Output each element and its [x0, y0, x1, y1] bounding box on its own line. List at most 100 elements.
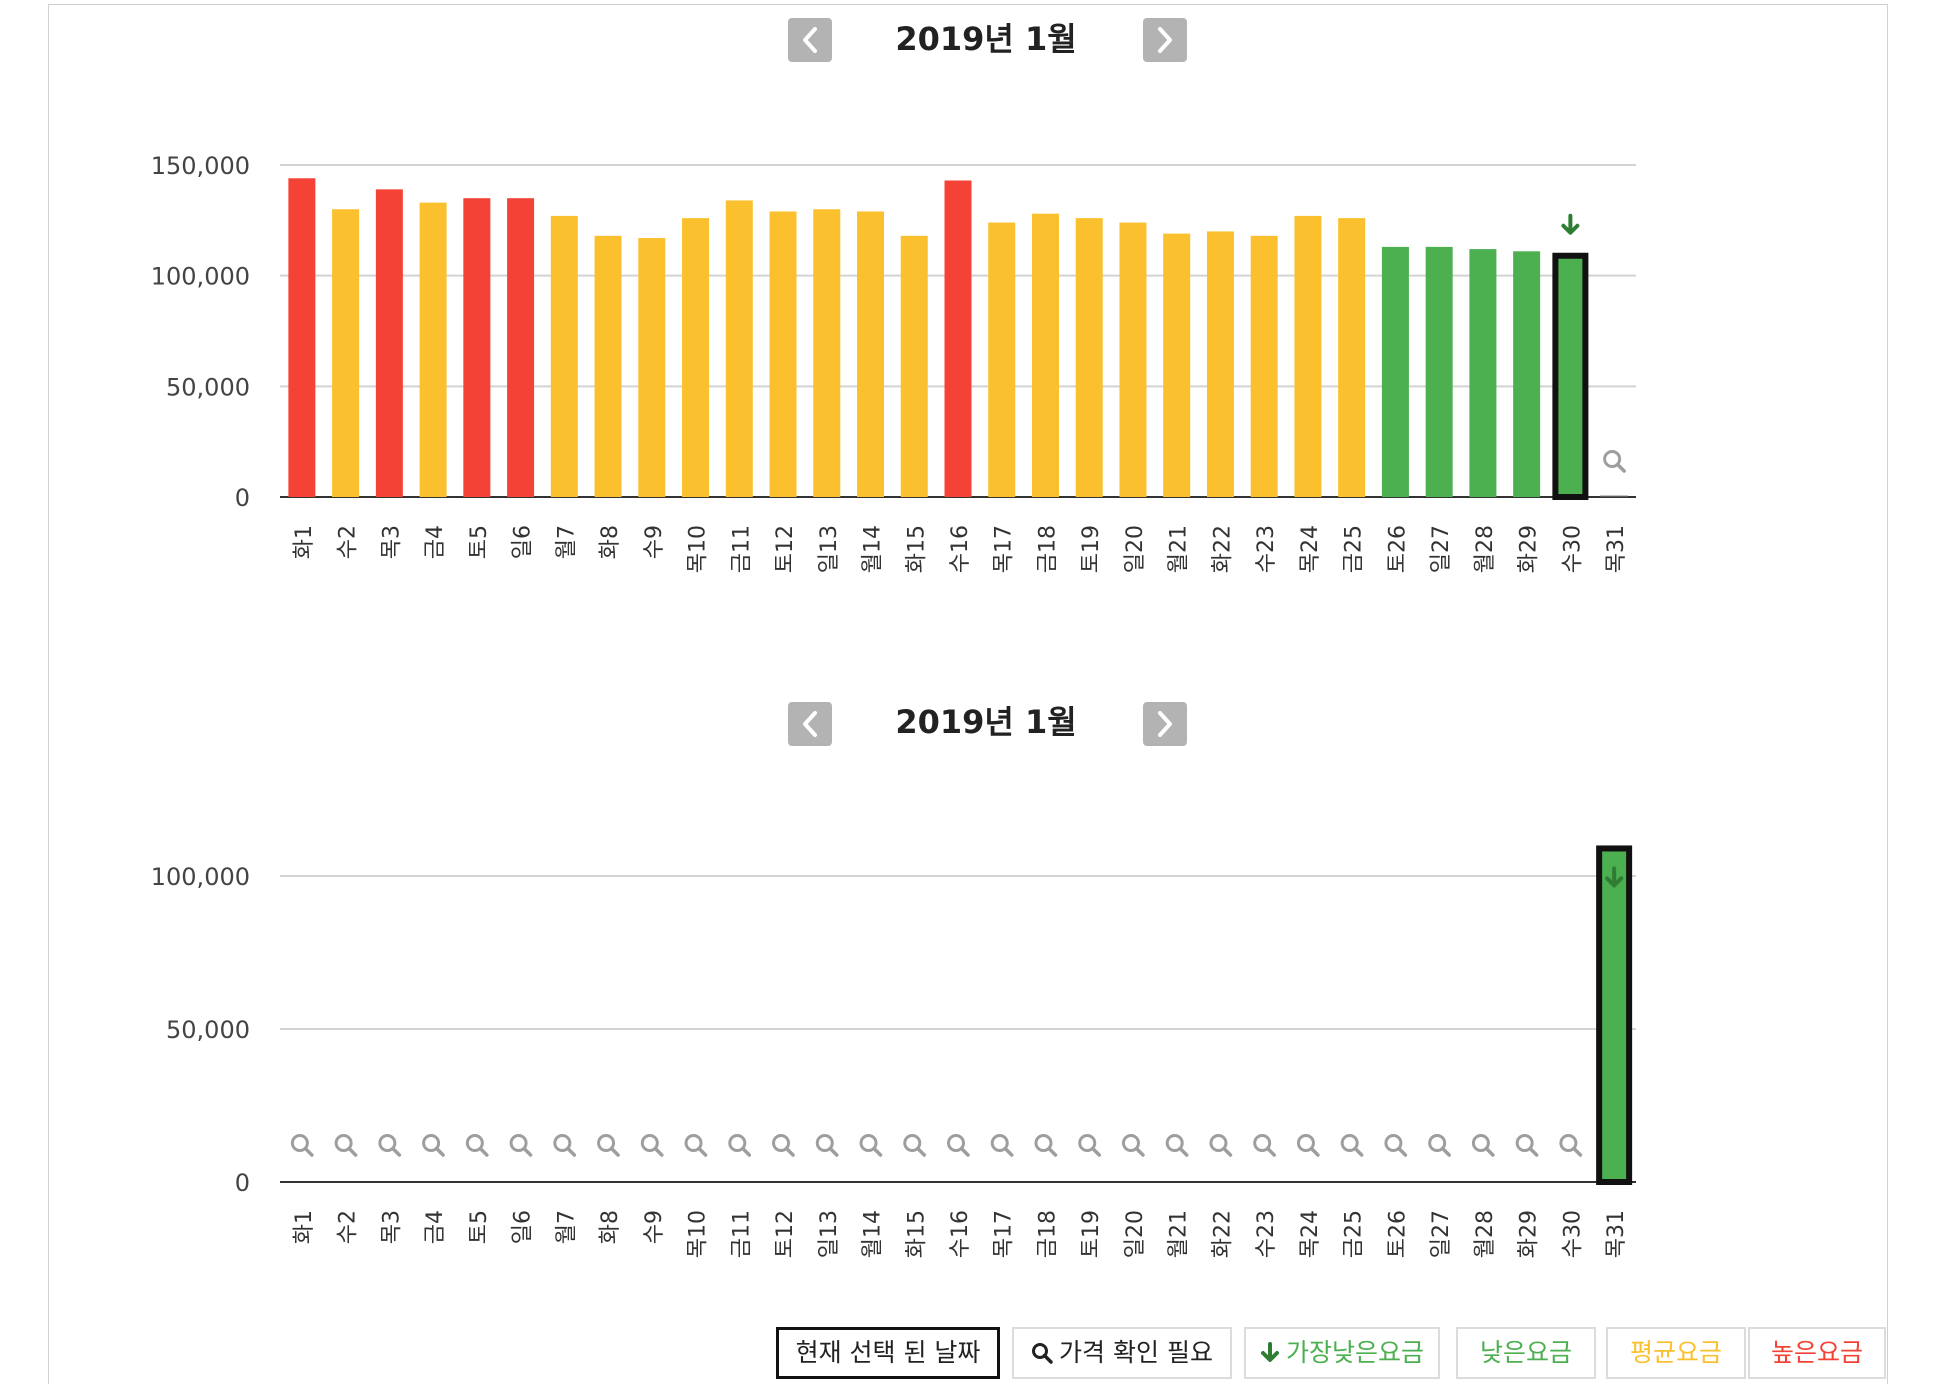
check-price-search-icon[interactable]	[815, 1134, 839, 1157]
x-tick-label: 토19	[1079, 525, 1104, 573]
check-price-search-icon[interactable]	[1121, 1134, 1145, 1157]
bar[interactable]	[1163, 233, 1191, 497]
check-price-search-icon[interactable]	[1559, 1134, 1583, 1157]
bar[interactable]	[725, 200, 753, 497]
x-tick-label: 월7	[554, 525, 579, 559]
search-icon-handle	[1090, 1146, 1101, 1157]
check-price-search-icon[interactable]	[947, 1134, 970, 1157]
search-icon-handle	[1615, 462, 1626, 473]
check-price-search-icon[interactable]	[597, 1134, 620, 1157]
bar[interactable]	[288, 178, 316, 497]
prev-month-button[interactable]	[788, 702, 832, 746]
bar[interactable]	[1338, 218, 1366, 497]
check-price-search-icon[interactable]	[334, 1134, 358, 1157]
bar[interactable]	[988, 222, 1016, 497]
search-icon-lens	[1165, 1134, 1184, 1152]
check-price-search-icon[interactable]	[728, 1134, 752, 1157]
check-price-search-icon[interactable]	[1034, 1134, 1058, 1157]
bar[interactable]	[594, 235, 622, 497]
bar[interactable]	[1119, 222, 1147, 497]
check-price-search-icon[interactable]	[422, 1134, 445, 1157]
check-price-search-icon[interactable]	[1515, 1134, 1539, 1157]
check-price-search-icon[interactable]	[1603, 450, 1626, 473]
check-price-search-icon[interactable]	[990, 1134, 1014, 1157]
legend-high-label: 높은요금	[1770, 1338, 1863, 1367]
check-price-search-icon[interactable]	[1340, 1134, 1364, 1157]
x-tick-label: 일20	[1123, 525, 1148, 573]
bar[interactable]	[1206, 231, 1234, 497]
chevron-left-icon	[803, 27, 817, 53]
search-icon-handle	[522, 1146, 533, 1157]
bar[interactable]	[1513, 251, 1541, 497]
search-icon-lens	[1515, 1134, 1534, 1152]
legend-average-fare: 평균요금	[1606, 1327, 1746, 1379]
bar[interactable]	[463, 198, 491, 497]
check-price-search-icon[interactable]	[290, 1134, 314, 1157]
search-icon-lens	[1384, 1134, 1403, 1152]
next-month-button[interactable]	[1143, 702, 1187, 746]
search-icon-lens	[1603, 450, 1622, 468]
bar[interactable]	[1469, 249, 1497, 497]
search-icon-lens	[1296, 1134, 1315, 1152]
search-icon-lens	[903, 1134, 922, 1152]
search-icon-lens	[334, 1134, 353, 1152]
bar[interactable]	[769, 211, 797, 498]
bar[interactable]	[1425, 246, 1453, 497]
search-icon-handle	[566, 1146, 577, 1157]
search-icon-lens	[772, 1134, 791, 1152]
bar-selected[interactable]	[1552, 252, 1589, 500]
check-price-search-icon[interactable]	[1296, 1134, 1320, 1157]
bar[interactable]	[1075, 218, 1103, 497]
chevron-right-icon	[1158, 27, 1172, 53]
x-tick-label: 금18	[1035, 1210, 1060, 1258]
search-icon-handle	[434, 1146, 445, 1157]
check-price-search-icon[interactable]	[684, 1134, 708, 1157]
bar[interactable]	[944, 180, 972, 497]
check-price-search-icon[interactable]	[640, 1134, 664, 1157]
check-price-search-icon[interactable]	[509, 1134, 533, 1157]
search-icon-lens	[422, 1134, 441, 1152]
search-icon-lens	[640, 1134, 659, 1152]
x-tick-label: 금11	[729, 525, 754, 573]
check-price-search-icon[interactable]	[1209, 1134, 1233, 1157]
search-icon-handle	[347, 1146, 358, 1157]
bar[interactable]	[332, 209, 360, 497]
bar[interactable]	[813, 209, 841, 497]
lowest-fare-arrow-icon	[1605, 866, 1624, 888]
next-month-button-bg	[1143, 18, 1187, 62]
check-price-search-icon[interactable]	[772, 1134, 795, 1157]
check-price-search-icon[interactable]	[1253, 1134, 1276, 1157]
bar[interactable]	[1250, 235, 1278, 497]
bar[interactable]	[682, 218, 710, 497]
fare-chart-2: 2019년 1월 0 50,000 100,000 화1 수2 목3 금4 토5 일6 월7 화8 수9…	[151, 702, 1636, 1258]
bar[interactable]	[857, 211, 885, 498]
check-price-search-icon[interactable]	[1471, 1134, 1495, 1157]
bar[interactable]	[638, 238, 666, 498]
bar[interactable]	[1381, 246, 1409, 497]
next-month-button[interactable]	[1143, 18, 1187, 62]
x-tick-label: 화29	[1517, 525, 1542, 573]
bar-selected[interactable]	[1596, 845, 1633, 1186]
bar[interactable]	[507, 198, 535, 497]
check-price-search-icon[interactable]	[378, 1134, 402, 1157]
bar[interactable]	[375, 189, 403, 497]
bar[interactable]	[1294, 215, 1322, 497]
check-price-search-icon[interactable]	[1428, 1134, 1451, 1157]
check-price-search-icon[interactable]	[465, 1134, 489, 1157]
bar[interactable]	[419, 202, 447, 498]
check-price-search-icon[interactable]	[859, 1134, 883, 1157]
check-price-search-icon[interactable]	[903, 1134, 927, 1157]
x-tick-label: 토12	[773, 1210, 798, 1258]
bar[interactable]	[550, 215, 578, 497]
bar[interactable]	[1031, 213, 1059, 497]
check-price-search-icon[interactable]	[553, 1134, 577, 1157]
search-icon-lens	[290, 1134, 309, 1152]
check-price-search-icon[interactable]	[1165, 1134, 1189, 1157]
search-icon-handle	[391, 1146, 402, 1157]
check-price-search-icon[interactable]	[1078, 1134, 1101, 1157]
search-icon-handle	[784, 1146, 795, 1157]
check-price-search-icon[interactable]	[1384, 1134, 1408, 1157]
prev-month-button[interactable]	[788, 18, 832, 62]
search-icon-handle	[1397, 1146, 1408, 1157]
bar[interactable]	[900, 235, 928, 497]
